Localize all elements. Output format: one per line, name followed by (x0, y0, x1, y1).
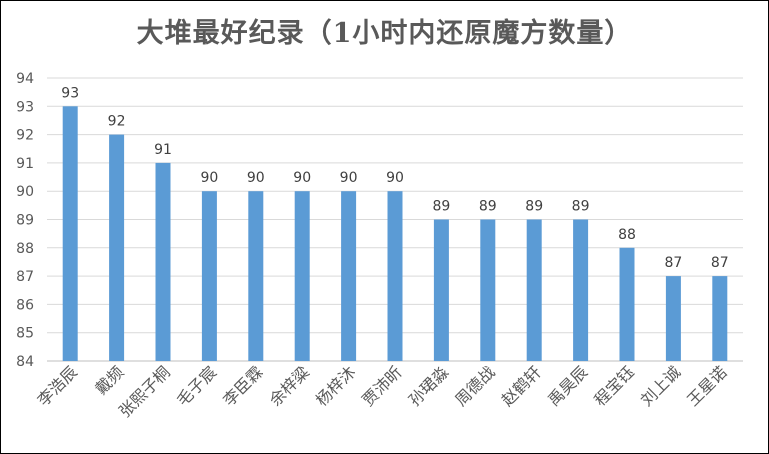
y-tick-label: 91 (16, 156, 34, 172)
data-label: 89 (525, 199, 543, 215)
data-label: 89 (572, 199, 590, 215)
x-tick-label: 程宝钰 (590, 362, 637, 409)
y-tick-label: 88 (16, 241, 34, 257)
x-tick-label: 孙珺淼 (405, 362, 452, 409)
bar (526, 219, 542, 361)
bar (248, 191, 264, 361)
data-label: 91 (154, 142, 172, 158)
x-tick-label: 周德战 (451, 362, 498, 409)
bar (433, 219, 449, 361)
data-label: 90 (200, 170, 218, 186)
bar (201, 191, 217, 361)
x-tick-label: 李浩辰 (34, 362, 81, 409)
x-tick-label: 贾沛昕 (358, 362, 405, 409)
x-tick-label: 刘上诚 (637, 362, 684, 409)
x-tick-label: 毛子宸 (173, 362, 220, 409)
y-tick-label: 92 (16, 128, 34, 144)
y-tick-label: 85 (16, 326, 34, 342)
bar (480, 219, 496, 361)
data-label: 89 (479, 199, 497, 215)
y-tick-label: 87 (16, 269, 34, 285)
bar (155, 162, 171, 361)
bar (341, 191, 357, 361)
x-tick-label: 杨梓沐 (312, 362, 359, 409)
data-label: 87 (664, 255, 682, 271)
bar (573, 219, 589, 361)
x-tick-label: 戴频 (91, 362, 127, 398)
bar (665, 276, 681, 361)
data-label: 92 (108, 114, 126, 130)
x-tick-label: 赵鹤轩 (498, 362, 545, 409)
y-tick-label: 94 (16, 71, 34, 87)
x-tick-label: 禹昊辰 (544, 362, 591, 409)
data-label: 93 (61, 85, 79, 101)
bar (387, 191, 403, 361)
chart-title: 大堆最好纪录（1小时内还原魔方数量） (136, 18, 633, 49)
bar (294, 191, 310, 361)
y-tick-label: 93 (16, 99, 34, 115)
x-tick-label: 王星诺 (683, 362, 730, 409)
data-label: 90 (340, 170, 358, 186)
data-label: 90 (247, 170, 265, 186)
data-label: 90 (293, 170, 311, 186)
bar (109, 134, 125, 361)
y-tick-label: 86 (16, 297, 34, 313)
bar (62, 106, 78, 361)
data-label: 89 (432, 199, 450, 215)
bar (712, 276, 728, 361)
x-tick-label: 余梓粱 (266, 362, 313, 409)
x-tick-label: 张熙子桐 (115, 362, 174, 421)
data-label: 87 (711, 255, 729, 271)
y-tick-label: 90 (16, 184, 34, 200)
y-tick-label: 84 (16, 354, 34, 370)
bar (619, 247, 635, 361)
data-label: 88 (618, 227, 636, 243)
x-tick-label: 李臣霖 (219, 362, 266, 409)
data-label: 90 (386, 170, 404, 186)
y-tick-label: 89 (16, 213, 34, 229)
